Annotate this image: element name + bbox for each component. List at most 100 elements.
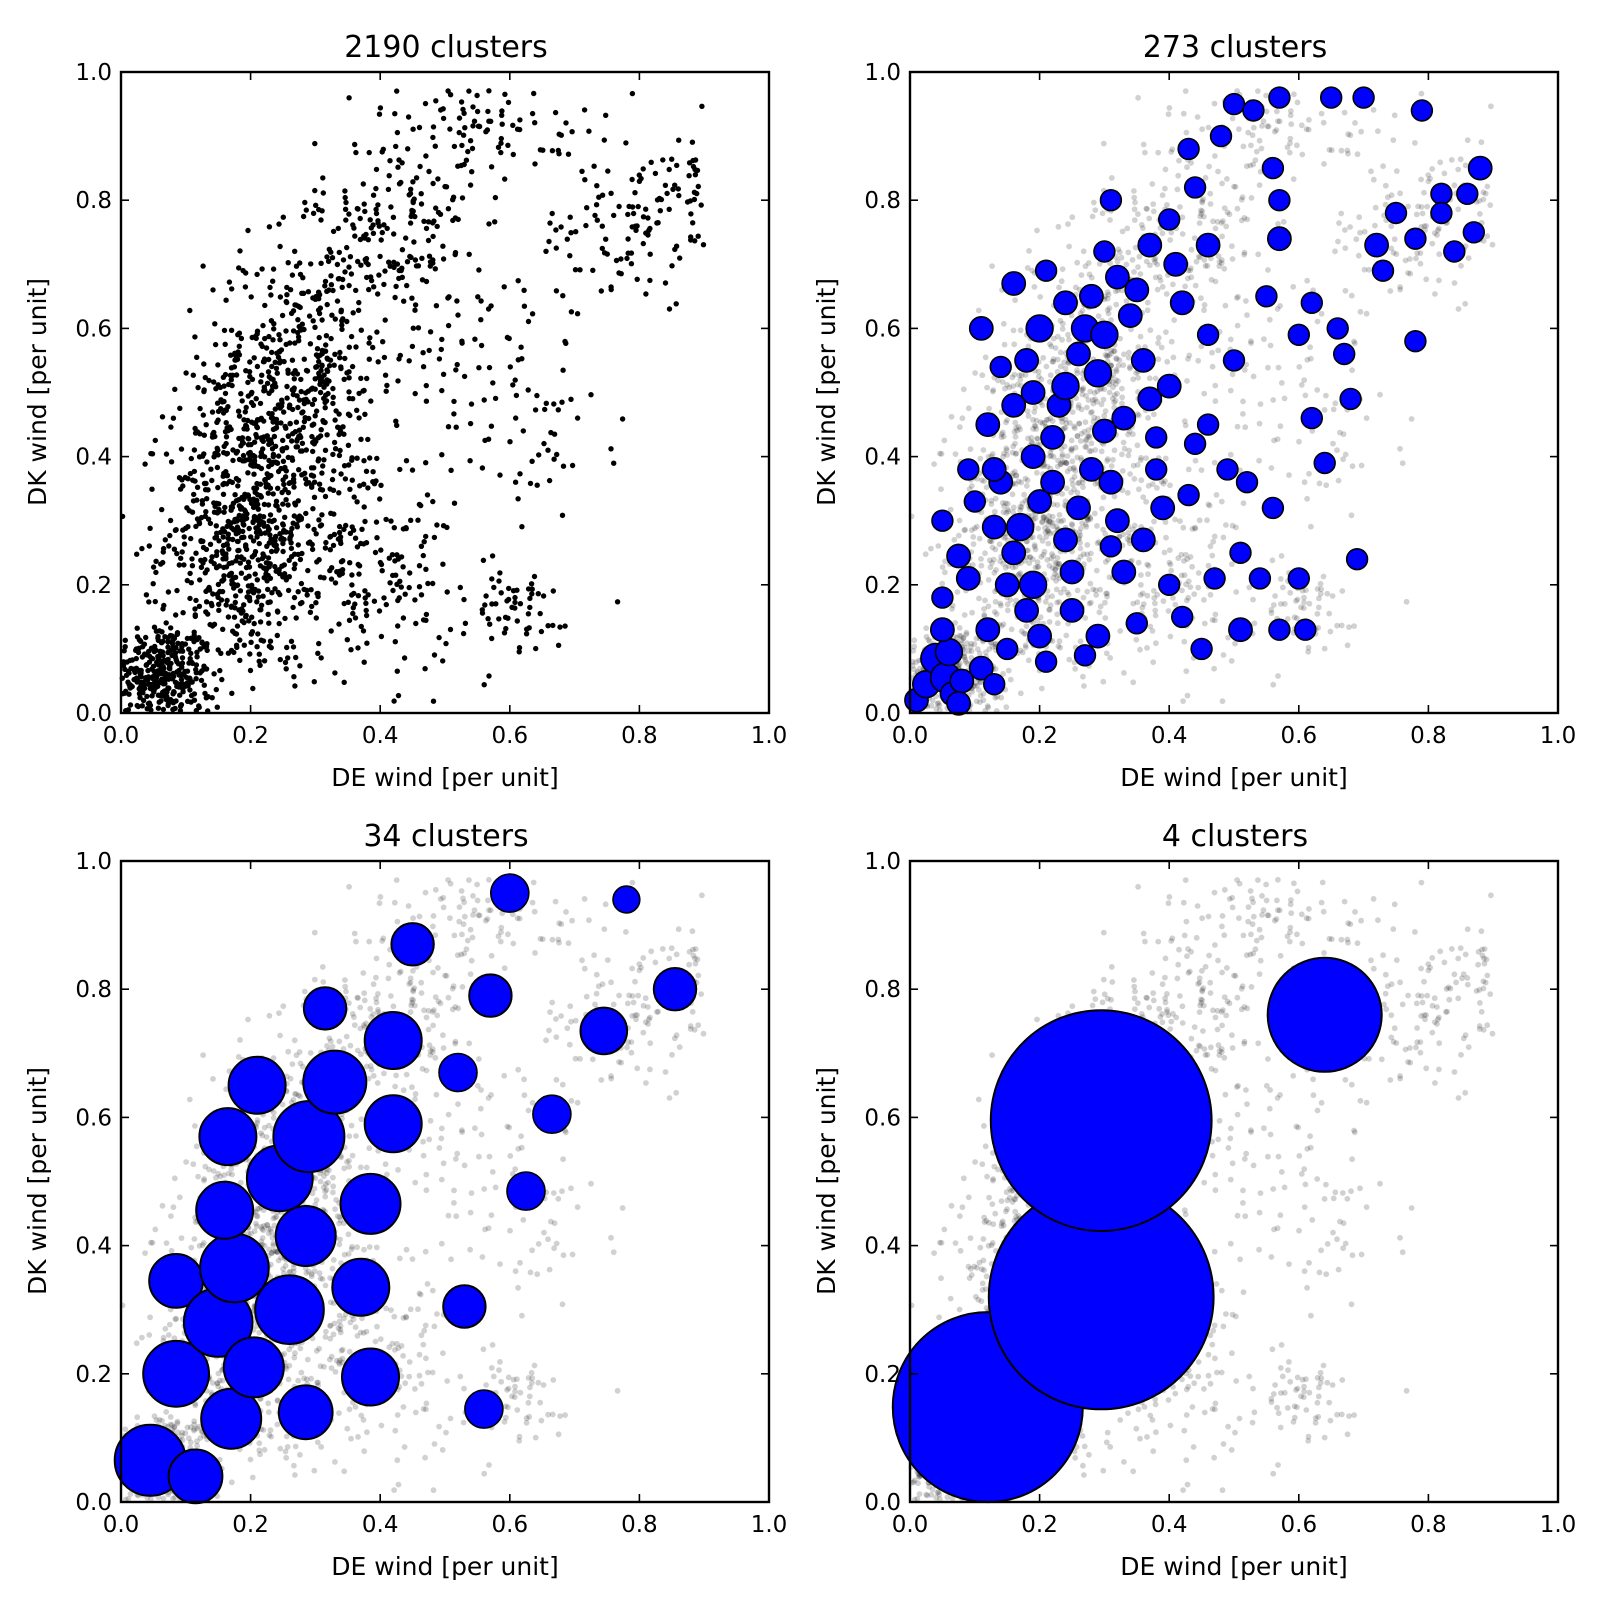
data-point <box>1234 205 1241 212</box>
data-point <box>174 630 181 636</box>
data-point <box>1321 161 1327 167</box>
data-point <box>643 206 649 212</box>
data-point <box>1348 292 1355 299</box>
data-point <box>1316 595 1322 602</box>
data-point <box>1013 450 1020 457</box>
cluster-centroid <box>1170 605 1194 629</box>
data-point <box>425 237 432 244</box>
data-point <box>337 537 343 544</box>
y-tick-label: 0.6 <box>75 316 112 342</box>
data-point <box>1290 283 1297 290</box>
data-point <box>1001 535 1007 541</box>
data-point <box>988 497 995 504</box>
data-point <box>1248 338 1254 345</box>
data-point <box>547 220 553 226</box>
data-point <box>1138 582 1144 588</box>
data-point <box>1207 201 1214 207</box>
data-point <box>178 446 185 452</box>
data-point <box>1007 597 1014 603</box>
data-point <box>960 635 967 642</box>
data-point <box>545 623 551 629</box>
data-point <box>1040 354 1047 361</box>
data-point <box>165 639 171 645</box>
data-point <box>1159 283 1166 290</box>
data-point <box>454 298 460 304</box>
data-point <box>498 135 504 142</box>
data-point <box>399 247 406 253</box>
data-point <box>1318 310 1325 317</box>
data-point <box>323 333 330 339</box>
data-point <box>335 225 341 232</box>
data-point <box>1075 404 1082 411</box>
data-point <box>1240 398 1246 405</box>
data-point <box>312 296 319 302</box>
data-point <box>1104 458 1111 464</box>
data-point <box>222 390 229 397</box>
data-point <box>330 394 336 400</box>
data-point <box>592 212 598 219</box>
data-point <box>517 117 523 123</box>
data-point <box>1040 513 1047 520</box>
data-point <box>323 342 329 348</box>
data-point <box>276 620 282 627</box>
data-point <box>1085 397 1092 403</box>
data-point <box>421 539 427 545</box>
data-point <box>636 172 642 178</box>
data-point <box>1131 217 1138 224</box>
data-point <box>527 604 533 611</box>
data-point <box>214 549 220 555</box>
data-point <box>1155 356 1162 363</box>
data-point <box>1348 512 1355 519</box>
data-point <box>1065 221 1071 228</box>
cluster-centroid <box>1177 137 1200 161</box>
data-point <box>291 565 297 572</box>
data-point <box>238 570 245 576</box>
data-point <box>1063 485 1070 492</box>
data-point <box>505 99 512 106</box>
data-point <box>272 563 278 570</box>
data-point <box>1212 611 1219 618</box>
data-point <box>998 602 1004 609</box>
data-point <box>523 631 530 637</box>
data-point <box>250 538 257 544</box>
data-point <box>199 453 206 459</box>
plot-frame <box>119 70 771 715</box>
data-point <box>354 499 360 505</box>
data-point <box>1089 409 1095 415</box>
data-point <box>1041 548 1048 555</box>
data-point <box>986 557 993 564</box>
cluster-centroid <box>1093 240 1116 263</box>
data-point <box>1147 262 1153 269</box>
data-point <box>424 492 431 498</box>
data-point <box>385 186 392 193</box>
data-point <box>215 581 222 588</box>
data-point <box>239 494 245 501</box>
data-point <box>1377 391 1383 398</box>
data-point <box>362 256 368 263</box>
data-point <box>1063 420 1070 427</box>
data-point <box>1117 628 1124 634</box>
data-point <box>254 497 260 504</box>
data-point <box>1046 518 1053 524</box>
data-point <box>254 434 260 440</box>
data-point <box>498 590 504 596</box>
data-point <box>1480 189 1487 196</box>
data-point <box>159 506 165 513</box>
data-point <box>1167 482 1173 489</box>
data-point <box>923 625 930 632</box>
data-point <box>406 192 412 198</box>
data-point <box>485 616 491 622</box>
data-point <box>295 542 301 548</box>
data-point <box>1145 571 1151 577</box>
data-point <box>1048 343 1055 350</box>
data-point <box>1002 385 1008 392</box>
data-point <box>192 430 199 436</box>
data-point <box>1125 249 1132 256</box>
data-point <box>300 409 306 415</box>
data-point <box>1163 329 1169 335</box>
data-point <box>1277 423 1284 430</box>
data-point <box>657 208 663 214</box>
data-point <box>1114 390 1120 397</box>
data-point <box>381 354 388 361</box>
data-point <box>313 531 319 537</box>
